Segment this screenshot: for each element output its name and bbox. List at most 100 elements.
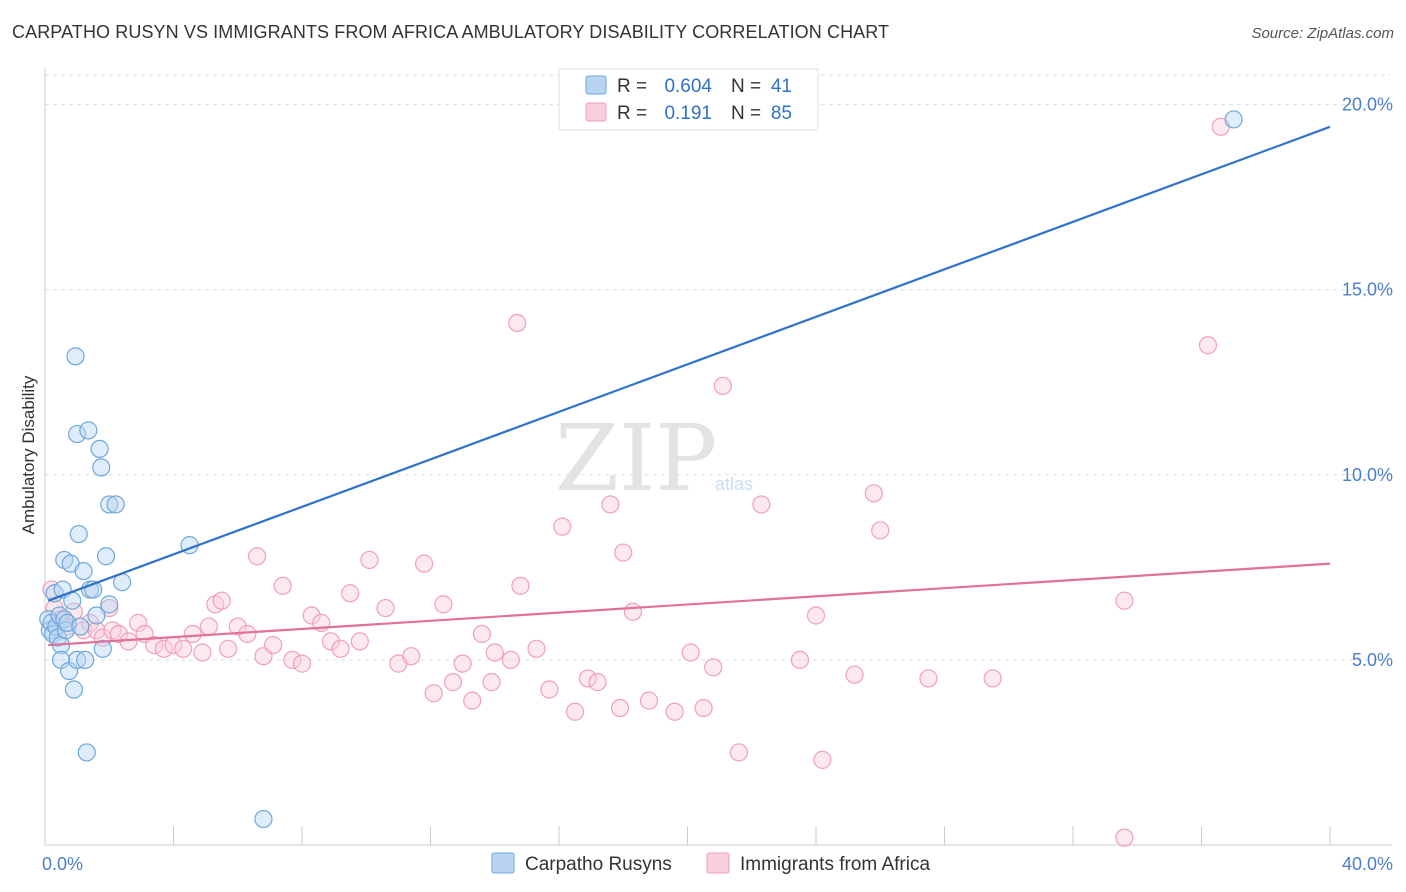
point-immigrants-africa bbox=[578, 669, 598, 688]
point-immigrants-africa bbox=[485, 643, 504, 662]
y-tick-label: 15.0% bbox=[1342, 280, 1393, 300]
source-attribution: Source: ZipAtlas.com bbox=[1251, 25, 1394, 42]
point-immigrants-africa bbox=[434, 595, 453, 614]
point-immigrants-africa bbox=[1115, 828, 1134, 847]
point-carpatho-rusyns bbox=[93, 639, 112, 658]
point-immigrants-africa bbox=[540, 680, 559, 699]
tick-labels: 5.0% 10.0% 15.0% 20.0% 0.0% 40.0% Ambulatory D… bbox=[19, 95, 1393, 874]
y-tick-label: 10.0% bbox=[1342, 465, 1393, 485]
point-immigrants-africa bbox=[665, 702, 684, 721]
x-tick-label: 0.0% bbox=[42, 854, 83, 874]
stats-legend: R = 0.604 N = 41 R = 0.191 N = 85 bbox=[558, 68, 819, 131]
point-carpatho-rusyns bbox=[92, 458, 111, 477]
point-immigrants-africa bbox=[302, 606, 321, 625]
stats-r-label: R = bbox=[617, 76, 647, 97]
point-immigrants-africa bbox=[601, 495, 620, 514]
point-immigrants-africa bbox=[80, 613, 100, 632]
point-immigrants-africa bbox=[247, 547, 267, 566]
point-carpatho-rusyns bbox=[106, 495, 125, 514]
point-immigrants-africa bbox=[360, 550, 379, 570]
point-immigrants-africa bbox=[199, 617, 218, 636]
point-immigrants-africa bbox=[681, 643, 700, 662]
point-immigrants-africa bbox=[350, 632, 369, 651]
point-immigrants-africa bbox=[501, 650, 520, 670]
point-immigrants-africa bbox=[588, 673, 607, 692]
point-immigrants-africa bbox=[463, 691, 482, 710]
point-carpatho-rusyns bbox=[77, 743, 96, 762]
point-immigrants-africa bbox=[553, 517, 572, 536]
chart-title: CARPATHO RUSYN VS IMMIGRANTS FROM AFRICA… bbox=[12, 22, 890, 42]
series-legend: Carpatho Rusyns Immigrants from Africa bbox=[491, 852, 930, 875]
point-immigrants-africa bbox=[1198, 336, 1218, 355]
point-immigrants-africa bbox=[623, 602, 642, 621]
point-immigrants-africa bbox=[238, 624, 257, 644]
point-immigrants-africa bbox=[402, 647, 421, 666]
point-immigrants-africa bbox=[443, 673, 463, 692]
stats-n-value: 85 bbox=[771, 103, 792, 124]
point-immigrants-africa bbox=[1115, 591, 1134, 610]
point-immigrants-africa bbox=[453, 654, 472, 673]
point-immigrants-africa bbox=[228, 617, 247, 636]
point-immigrants-africa bbox=[283, 650, 302, 670]
point-immigrants-africa bbox=[729, 743, 749, 762]
axes bbox=[44, 68, 1392, 846]
trend-lines bbox=[47, 125, 1331, 647]
point-immigrants-africa bbox=[919, 669, 938, 688]
point-immigrants-africa bbox=[292, 654, 312, 673]
y-tick-label: 20.0% bbox=[1342, 95, 1393, 115]
point-carpatho-rusyns bbox=[87, 606, 106, 625]
stats-swatch bbox=[585, 75, 607, 95]
point-immigrants-africa bbox=[183, 624, 202, 644]
point-immigrants-africa bbox=[472, 624, 491, 644]
point-immigrants-africa bbox=[109, 624, 128, 644]
y-tick-label: 5.0% bbox=[1352, 650, 1393, 670]
point-immigrants-africa bbox=[193, 643, 212, 662]
stats-r-value: 0.604 bbox=[664, 76, 712, 97]
point-carpatho-rusyns bbox=[96, 547, 116, 566]
watermark-atlas: atlas bbox=[715, 474, 753, 494]
point-carpatho-rusyns bbox=[100, 595, 119, 614]
legend-swatch bbox=[706, 852, 730, 874]
point-carpatho-rusyns bbox=[64, 680, 84, 699]
point-immigrants-africa bbox=[273, 576, 292, 595]
point-carpatho-rusyns bbox=[66, 347, 85, 366]
point-immigrants-africa bbox=[610, 698, 630, 718]
point-immigrants-africa bbox=[331, 639, 350, 658]
point-immigrants-africa bbox=[145, 635, 164, 655]
point-immigrants-africa bbox=[508, 313, 527, 333]
point-carpatho-rusyns bbox=[79, 421, 98, 440]
watermark-zip: ZIP bbox=[555, 405, 717, 512]
point-immigrants-africa bbox=[219, 639, 238, 658]
stats-n-value: 41 bbox=[771, 76, 792, 97]
point-carpatho-rusyns bbox=[69, 524, 88, 544]
point-immigrants-africa bbox=[871, 521, 890, 540]
point-immigrants-africa bbox=[527, 639, 546, 658]
point-carpatho-rusyns bbox=[68, 424, 87, 444]
trend-line-immigrants-africa bbox=[48, 562, 1331, 647]
stats-n-label: N = bbox=[731, 76, 761, 97]
point-immigrants-africa bbox=[813, 750, 832, 769]
point-immigrants-africa bbox=[845, 665, 864, 684]
point-carpatho-rusyns bbox=[74, 561, 93, 581]
point-immigrants-africa bbox=[129, 613, 148, 632]
point-immigrants-africa bbox=[639, 691, 659, 710]
point-immigrants-africa bbox=[983, 669, 1002, 688]
point-immigrants-africa bbox=[713, 376, 732, 396]
point-immigrants-africa bbox=[806, 606, 826, 625]
point-immigrants-africa bbox=[694, 698, 713, 718]
point-carpatho-rusyns bbox=[56, 621, 75, 640]
point-immigrants-africa bbox=[790, 650, 810, 670]
y-axis-title: Ambulatory Disability bbox=[19, 375, 38, 534]
point-immigrants-africa bbox=[154, 639, 173, 658]
legend-label: Immigrants from Africa bbox=[740, 854, 930, 875]
x-tick-label: 40.0% bbox=[1342, 854, 1393, 874]
point-immigrants-africa bbox=[565, 702, 585, 721]
stats-r-label: R = bbox=[617, 103, 647, 124]
point-carpatho-rusyns bbox=[254, 809, 273, 829]
point-immigrants-africa bbox=[511, 576, 530, 595]
point-carpatho-rusyns bbox=[1224, 110, 1243, 129]
point-immigrants-africa bbox=[341, 584, 360, 603]
point-immigrants-africa bbox=[174, 639, 193, 658]
point-immigrants-africa bbox=[752, 495, 771, 514]
